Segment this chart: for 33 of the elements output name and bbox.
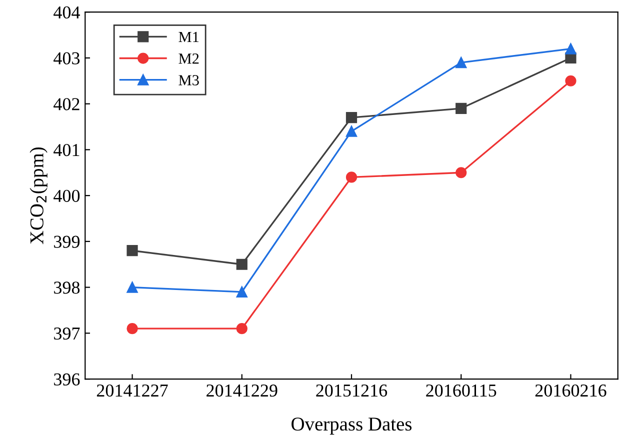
x-tick-label: 20160115 [426,384,496,397]
y-tick-label: 396 [54,373,80,386]
point [236,323,248,334]
x-tick-label: 20141227 [96,384,168,397]
point [456,102,467,114]
y-tick-label: 404 [54,6,80,19]
point [565,75,576,86]
point [456,167,467,178]
y-tick-label: 399 [54,236,80,248]
y-tick-label: 397 [54,327,80,340]
x-tick-label: 20141229 [206,384,278,397]
y-axis-title: XCO$_{2}$(ppm) [30,147,48,244]
x-axis-title: Overpass Dates [292,418,412,435]
point [126,282,138,293]
point [236,258,248,270]
point [346,126,358,137]
point [126,245,138,256]
point [346,112,358,124]
point [346,172,358,183]
legend-label: M1 [178,32,199,42]
x-tick-label: 20151216 [316,384,388,397]
y-tick-label: 403 [54,52,80,64]
point [565,43,576,54]
point [236,286,248,298]
point [456,56,467,68]
y-tick-label: 401 [54,144,80,156]
y-tick-label: 402 [54,98,80,110]
y-tick-label: 398 [54,282,80,294]
x-tick-label: 20160216 [535,384,606,397]
legend-label: M3 [178,75,199,86]
y-tick-label: 400 [54,190,80,202]
point [126,323,138,334]
legend-label: M2 [178,53,199,64]
